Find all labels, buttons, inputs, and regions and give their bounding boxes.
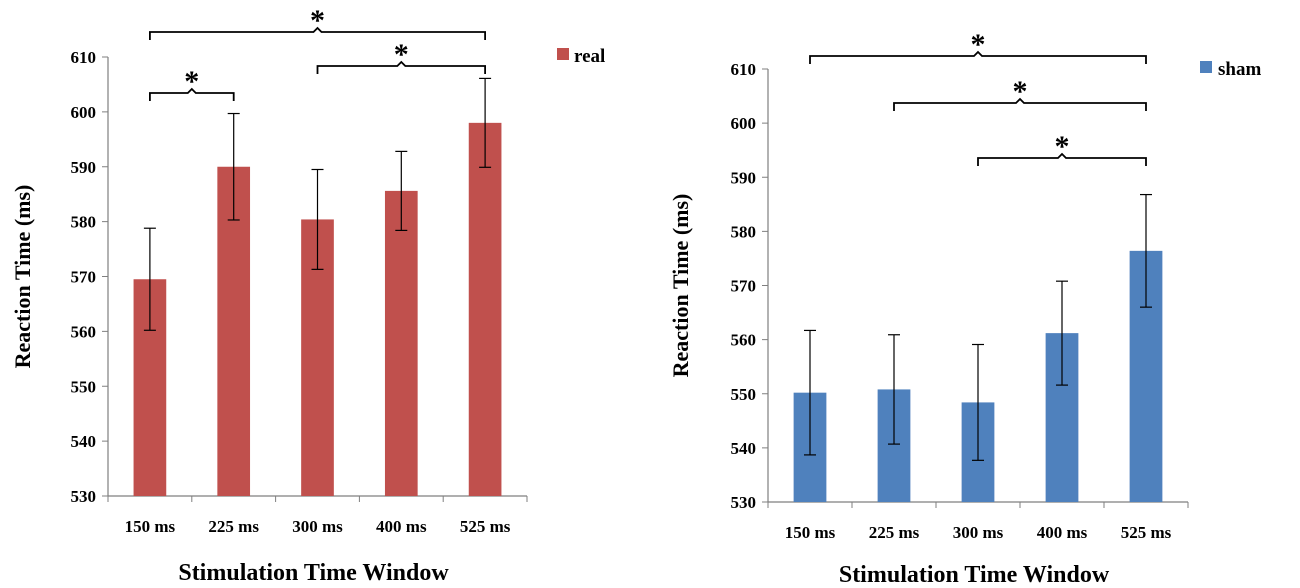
x-category-label: 150 ms <box>125 517 176 536</box>
legend-swatch <box>1200 61 1212 73</box>
bar <box>384 190 418 496</box>
significance-bracket <box>149 87 235 101</box>
y-tick-label: 590 <box>731 168 757 187</box>
bar <box>217 166 251 496</box>
legend-swatch <box>557 48 569 60</box>
x-axis-title: Stimulation Time Window <box>178 560 449 586</box>
legend-label: real <box>574 46 605 67</box>
y-tick-label: 600 <box>731 114 757 133</box>
x-category-label: 225 ms <box>869 523 920 542</box>
sham-chart-panel: 530 540 550 560 570 580 590 600 610 150 ms 225 ms 3… <box>668 28 1261 588</box>
y-tick-label: 560 <box>71 322 97 341</box>
y-tick-label: 610 <box>731 60 757 79</box>
x-category-label: 150 ms <box>785 523 836 542</box>
y-tick-label: 550 <box>71 377 97 396</box>
y-tick-label: 540 <box>731 439 757 458</box>
significance-bracket <box>316 60 486 74</box>
x-axis-title: Stimulation Time Window <box>839 562 1110 588</box>
y-tick-label: 550 <box>731 385 757 404</box>
significance-star: * <box>184 65 199 98</box>
y-tick-label: 580 <box>731 222 757 241</box>
significance-star: * <box>1013 75 1028 108</box>
y-tick-label: 600 <box>71 103 97 122</box>
significance-bracket <box>149 26 486 40</box>
x-category-label: 300 ms <box>292 517 343 536</box>
y-tick-label: 570 <box>731 277 757 296</box>
y-tick-label: 540 <box>71 432 97 451</box>
y-tick-label: 530 <box>731 493 757 512</box>
real-chart-panel: 530 540 550 560 570 580 590 600 610 150 ms 225 ms 3… <box>10 4 605 586</box>
significance-star: * <box>394 38 409 71</box>
y-tick-label: 570 <box>71 268 97 287</box>
significance-star: * <box>310 4 325 37</box>
y-axis-title: Reaction Time (ms) <box>668 194 693 378</box>
y-tick-label: 580 <box>71 213 97 232</box>
x-category-label: 225 ms <box>208 517 259 536</box>
significance-star: * <box>971 28 986 61</box>
x-category-label: 300 ms <box>953 523 1004 542</box>
legend-label: sham <box>1218 59 1261 80</box>
x-category-label: 400 ms <box>376 517 427 536</box>
significance-bracket <box>809 50 1147 64</box>
x-category-label: 525 ms <box>460 517 511 536</box>
x-category-label: 525 ms <box>1121 523 1172 542</box>
y-tick-label: 530 <box>71 487 97 506</box>
bar <box>468 122 502 496</box>
y-tick-label: 610 <box>71 48 97 67</box>
y-axis-title: Reaction Time (ms) <box>10 185 35 369</box>
significance-star: * <box>1055 130 1070 163</box>
y-tick-label: 590 <box>71 158 97 177</box>
y-tick-label: 560 <box>731 331 757 350</box>
x-category-label: 400 ms <box>1037 523 1088 542</box>
significance-bracket <box>977 152 1147 166</box>
significance-bracket <box>893 97 1147 111</box>
